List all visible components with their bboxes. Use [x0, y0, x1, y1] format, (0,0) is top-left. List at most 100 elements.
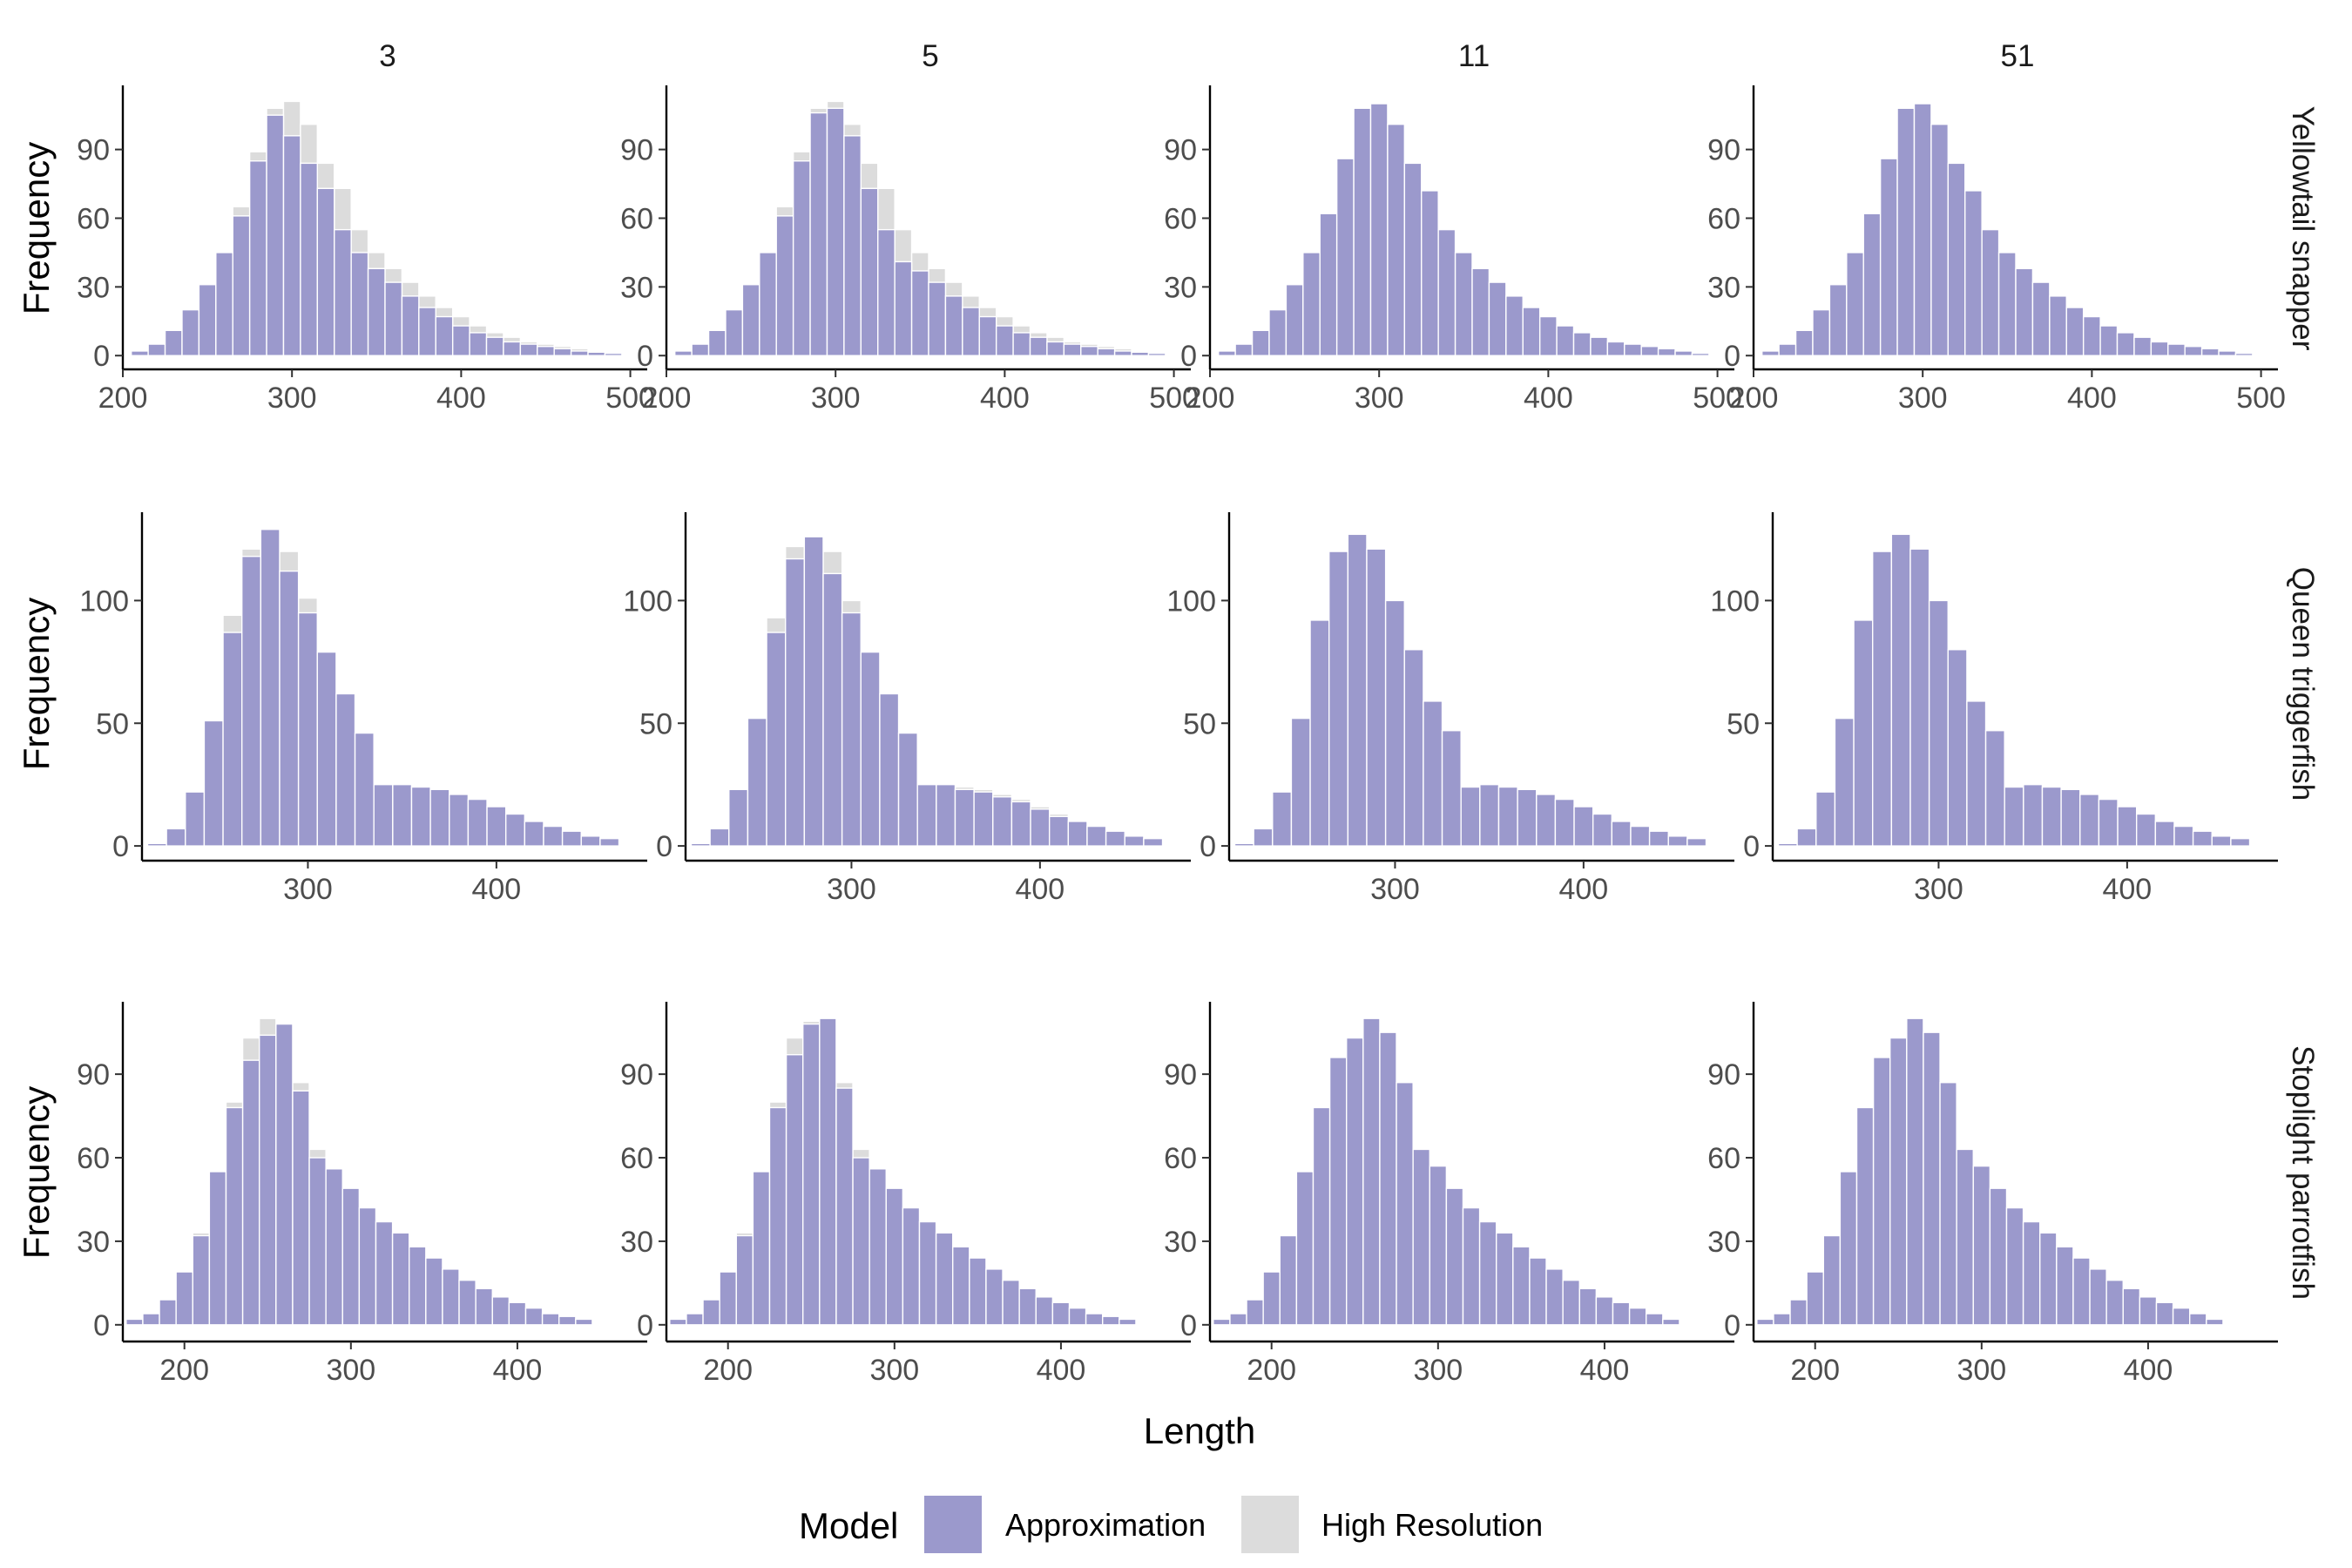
- bar-approximation: [1285, 284, 1304, 356]
- bar-approximation: [1251, 329, 1270, 356]
- bar-approximation: [1295, 1171, 1315, 1326]
- x-tick-label: 400: [1558, 873, 1608, 906]
- panel-r2-c4: 0 50 100 300 400: [1710, 512, 2278, 906]
- y-tick-label: 60: [1707, 1142, 1740, 1175]
- bar-approximation: [1956, 1148, 1974, 1326]
- bar-approximation: [822, 572, 843, 847]
- bar-approximation: [1778, 343, 1797, 356]
- y-tick-label: 0: [93, 340, 110, 373]
- y-tick-label: 60: [1164, 202, 1197, 235]
- bar-approximation: [384, 281, 403, 356]
- bar-approximation: [1928, 599, 1949, 847]
- y-tick-label: 60: [77, 202, 110, 235]
- bar-approximation: [835, 1087, 854, 1326]
- bar-approximation: [1462, 1206, 1481, 1326]
- bar-approximation: [519, 343, 538, 356]
- bar-approximation: [902, 1206, 921, 1326]
- bar-approximation: [524, 821, 544, 847]
- bar-approximation: [1421, 190, 1439, 356]
- bar-approximation: [485, 336, 504, 356]
- legend-label-high-resolution: High Resolution: [1321, 1507, 1543, 1543]
- bar-approximation: [1612, 1301, 1631, 1326]
- bar-approximation: [1471, 267, 1490, 356]
- x-tick-label: 500: [1693, 382, 1742, 415]
- bar-approximation: [282, 135, 301, 356]
- bar-approximation: [1051, 1301, 1071, 1326]
- bar-approximation: [1930, 123, 1950, 356]
- bar-approximation: [2184, 346, 2203, 356]
- bar-approximation: [1923, 1031, 1941, 1326]
- bar-approximation: [409, 1246, 427, 1326]
- bar-approximation: [1387, 123, 1406, 356]
- bar-approximation: [1063, 343, 1082, 356]
- bar-approximation: [1018, 1288, 1037, 1326]
- x-tick-label: 400: [493, 1354, 543, 1387]
- bar-approximation: [570, 350, 589, 356]
- bar-approximation: [1384, 599, 1405, 847]
- bar-approximation: [985, 1268, 1004, 1326]
- bar-approximation: [260, 529, 280, 847]
- x-tick-label: 400: [1037, 1354, 1086, 1387]
- bar-approximation: [1012, 332, 1031, 356]
- bar-approximation: [429, 788, 450, 847]
- bar-approximation: [2098, 798, 2119, 847]
- bar-approximation: [1862, 213, 1882, 356]
- x-tick-label: 200: [1790, 1354, 1840, 1387]
- bar-approximation: [1441, 730, 1462, 847]
- bar-approximation: [928, 281, 947, 356]
- bar-approximation: [1556, 325, 1575, 356]
- bar-approximation: [1488, 281, 1507, 356]
- y-tick-label: 90: [77, 1058, 110, 1092]
- y-tick-label: 0: [1180, 1309, 1197, 1342]
- bar-approximation: [1460, 786, 1481, 847]
- bar-approximation: [410, 786, 431, 847]
- bar-approximation: [2105, 1279, 2124, 1326]
- panel-r2-c2: 0 50 100 300 400: [623, 512, 1191, 906]
- y-tick-label: 60: [77, 1142, 110, 1175]
- bar-approximation: [2049, 295, 2067, 356]
- bar-approximation: [1279, 1234, 1298, 1326]
- bar-approximation: [1423, 700, 1443, 847]
- x-tick-label: 500: [2236, 382, 2286, 415]
- bar-approximation: [198, 284, 217, 356]
- y-axis-title-row-3: Frequency: [16, 1086, 57, 1259]
- bar-approximation: [741, 284, 760, 356]
- bar-approximation: [1630, 825, 1651, 847]
- bar-approximation: [952, 1246, 970, 1326]
- bar-approximation: [674, 350, 693, 356]
- bar-approximation: [936, 783, 956, 847]
- bar-approximation: [475, 1288, 493, 1326]
- y-tick-label: 30: [77, 1226, 110, 1259]
- bar-approximation: [1628, 1307, 1647, 1326]
- bar-approximation: [725, 308, 744, 356]
- bar-approximation: [1761, 350, 1780, 356]
- x-tick-label: 400: [2067, 382, 2117, 415]
- bar-approximation: [1686, 837, 1707, 847]
- y-tick-label: 90: [1707, 1058, 1740, 1092]
- bar-approximation: [541, 1313, 560, 1326]
- bar-approximation: [561, 830, 582, 847]
- bar-approximation: [451, 325, 470, 356]
- bar-approximation: [1253, 828, 1274, 847]
- bar-approximation: [1822, 1234, 1842, 1326]
- bar-approximation: [358, 1206, 377, 1326]
- bar-approximation: [1396, 1082, 1414, 1326]
- bar-approximation: [1479, 783, 1500, 847]
- bar-approximation: [1777, 842, 1798, 847]
- bar-approximation: [1347, 533, 1368, 847]
- bar-approximation: [1268, 308, 1288, 356]
- bar-approximation: [1147, 352, 1166, 356]
- bar-approximation: [759, 252, 777, 356]
- bar-approximation: [1972, 1165, 1991, 1326]
- bar-approximation: [580, 835, 601, 847]
- x-tick-label: 300: [326, 1354, 375, 1387]
- bar-approximation: [1512, 1246, 1531, 1326]
- bar-approximation: [491, 1296, 510, 1326]
- bar-approximation: [768, 1106, 787, 1326]
- bar-approximation: [1997, 252, 2017, 356]
- bar-approximation: [669, 1318, 687, 1326]
- bar-approximation: [1517, 788, 1538, 847]
- bar-approximation: [164, 329, 183, 356]
- bar-approximation: [1080, 346, 1098, 356]
